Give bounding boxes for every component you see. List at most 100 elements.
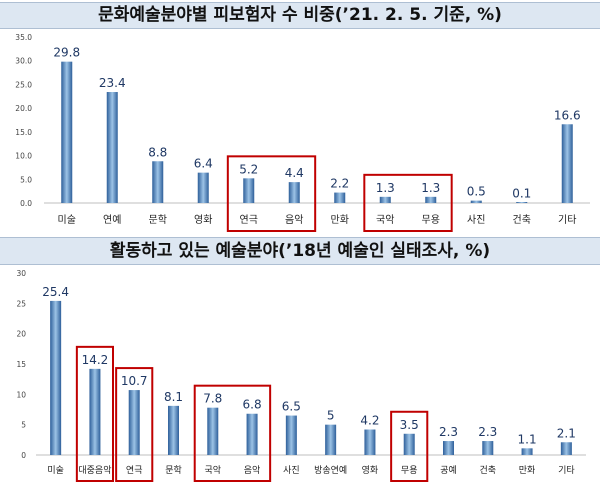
- bar-영화: [197, 172, 209, 203]
- category-label: 국악: [376, 214, 394, 226]
- bar-공예: [443, 441, 454, 455]
- data-label: 16.6: [554, 108, 581, 122]
- bar-대중음악: [89, 368, 101, 455]
- data-label: 7.8: [203, 392, 222, 406]
- data-label: 6.4: [194, 157, 213, 171]
- highlight-box: [115, 367, 154, 482]
- category-label: 만화: [519, 465, 536, 476]
- bar-사진: [285, 415, 297, 455]
- bar-연예: [106, 92, 118, 203]
- y-tick-label: 5: [21, 421, 26, 430]
- data-label: 4.2: [360, 414, 379, 428]
- data-label: 2.2: [330, 177, 349, 191]
- y-tick-label: 0: [21, 451, 26, 460]
- y-tick-label: 5.0: [20, 175, 32, 184]
- data-label: 1.1: [518, 432, 537, 446]
- data-label: 8.1: [164, 390, 183, 404]
- category-label: 건축: [480, 465, 497, 476]
- data-label: 25.4: [42, 285, 69, 299]
- bar-건축: [482, 441, 494, 455]
- bar-국악: [207, 407, 219, 455]
- category-label: 무용: [401, 465, 418, 476]
- chart2-title: 활동하고 있는 예술분야(’18년 예술인 실태조사, %): [0, 237, 600, 265]
- bar-문학: [152, 161, 164, 203]
- bar-사진: [470, 200, 482, 203]
- y-tick-label: 25.0: [15, 80, 32, 89]
- category-label: 문학: [149, 214, 167, 226]
- category-label: 만화: [331, 214, 349, 226]
- data-label: 14.2: [82, 353, 109, 367]
- bar-방송연예: [325, 424, 337, 455]
- category-label: 연예: [103, 214, 121, 226]
- category-label: 연극: [126, 465, 143, 476]
- category-label: 국악: [205, 464, 222, 476]
- category-label: 음악: [244, 464, 261, 476]
- data-label: 5.2: [239, 162, 258, 176]
- y-tick-label: 20.0: [15, 104, 32, 113]
- category-label: 대중음악: [78, 464, 111, 476]
- y-tick-label: 20: [16, 330, 26, 339]
- bar-음악: [288, 182, 300, 203]
- category-label: 건축: [513, 214, 531, 226]
- bar-무용: [425, 196, 437, 203]
- data-label: 10.7: [121, 374, 148, 388]
- category-label: 사진: [467, 214, 485, 226]
- data-label: 5: [327, 409, 335, 423]
- category-label: 무용: [422, 214, 440, 226]
- data-label: 2.3: [478, 425, 497, 439]
- bar-기타: [561, 124, 573, 203]
- data-label: 4.4: [285, 166, 304, 180]
- category-label: 공예: [440, 465, 457, 476]
- y-tick-label: 30: [16, 269, 26, 278]
- data-label: 1.3: [421, 181, 440, 195]
- chart1-plot: 0.0 5.0 10.0 15.0 20.0 25.0 30.0 35.0 29.8 미술 23.4…: [15, 33, 590, 233]
- bar-연극: [128, 390, 140, 455]
- data-label: 2.3: [439, 425, 458, 439]
- data-label: 0.5: [467, 185, 486, 199]
- category-label: 문학: [165, 465, 182, 476]
- y-tick-label: 15: [16, 360, 26, 369]
- data-label: 1.3: [376, 181, 395, 195]
- data-label: 6.8: [243, 398, 262, 412]
- data-label: 0.1: [512, 187, 531, 201]
- category-label: 미술: [58, 214, 76, 226]
- bar-국악: [379, 196, 391, 203]
- highlight-box: [75, 345, 114, 482]
- highlight-box: [363, 173, 453, 233]
- bar-미술: [50, 300, 62, 455]
- bar-만화: [521, 448, 533, 455]
- chart2-plot: 0 5 10 15 20 25 30 25.4 미술 14.2 대중음악 10.7 연극 8.1 문학 7.8…: [16, 269, 586, 482]
- y-tick-label: 35.0: [15, 33, 32, 42]
- y-tick-label: 25: [16, 299, 26, 308]
- highlight-box: [226, 155, 317, 232]
- bar-연극: [243, 178, 255, 203]
- category-label: 사진: [283, 465, 300, 476]
- data-label: 29.8: [53, 46, 80, 60]
- category-label: 음악: [285, 214, 303, 226]
- bar-영화: [364, 429, 376, 455]
- bar-기타: [560, 442, 572, 455]
- category-label: 연극: [240, 214, 258, 226]
- data-label: 3.5: [400, 418, 419, 432]
- highlight-box: [390, 410, 429, 482]
- bar-미술: [61, 61, 73, 203]
- bar-건축: [516, 202, 528, 203]
- bar-문학: [168, 405, 179, 455]
- data-label: 6.5: [282, 400, 301, 414]
- category-label: 영화: [362, 465, 379, 476]
- data-label: 8.8: [148, 145, 167, 159]
- y-tick-label: 15.0: [15, 128, 32, 137]
- y-tick-label: 30.0: [15, 57, 32, 66]
- y-tick-label: 10: [16, 390, 26, 399]
- chart1-title: 문화예술분야별 피보험자 수 비중(’21. 2. 5. 기준, %): [0, 2, 600, 29]
- highlight-box: [193, 384, 272, 482]
- bar-무용: [403, 433, 415, 455]
- category-label: 영화: [194, 214, 212, 226]
- data-label: 23.4: [99, 76, 126, 90]
- category-label: 방송연예: [314, 465, 347, 476]
- category-label: 기타: [558, 214, 576, 226]
- y-tick-label: 10.0: [15, 152, 32, 161]
- bar-음악: [246, 413, 258, 455]
- data-label: 2.1: [557, 426, 576, 440]
- bar-만화: [334, 192, 346, 203]
